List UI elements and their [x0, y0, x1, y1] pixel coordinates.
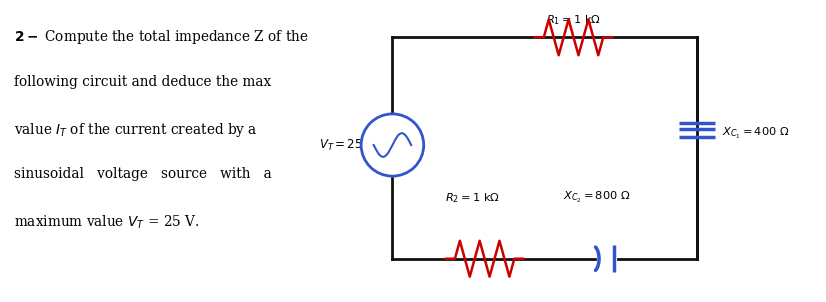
Text: $R_1 = 1\ \mathrm{k\Omega}$: $R_1 = 1\ \mathrm{k\Omega}$: [546, 13, 601, 27]
Text: $R_2 = 1\ \mathrm{k\Omega}$: $R_2 = 1\ \mathrm{k\Omega}$: [444, 191, 500, 205]
Text: $\mathbf{2-}$ Compute the total impedance Z of the: $\mathbf{2-}$ Compute the total impedanc…: [14, 28, 308, 46]
Text: sinusoidal   voltage   source   with   a: sinusoidal voltage source with a: [14, 167, 272, 182]
Text: $V_T = 25$ V: $V_T = 25$ V: [319, 137, 376, 153]
Ellipse shape: [361, 114, 424, 176]
Text: maximum value $V_T$ = 25 V.: maximum value $V_T$ = 25 V.: [14, 214, 199, 231]
Text: $X_{C_1} = 400\ \Omega$: $X_{C_1} = 400\ \Omega$: [722, 126, 789, 140]
Text: following circuit and deduce the max: following circuit and deduce the max: [14, 75, 271, 89]
Text: value $I_T$ of the current created by a: value $I_T$ of the current created by a: [14, 121, 258, 139]
Text: $X_{C_2} = 800\ \Omega$: $X_{C_2} = 800\ \Omega$: [563, 190, 630, 205]
